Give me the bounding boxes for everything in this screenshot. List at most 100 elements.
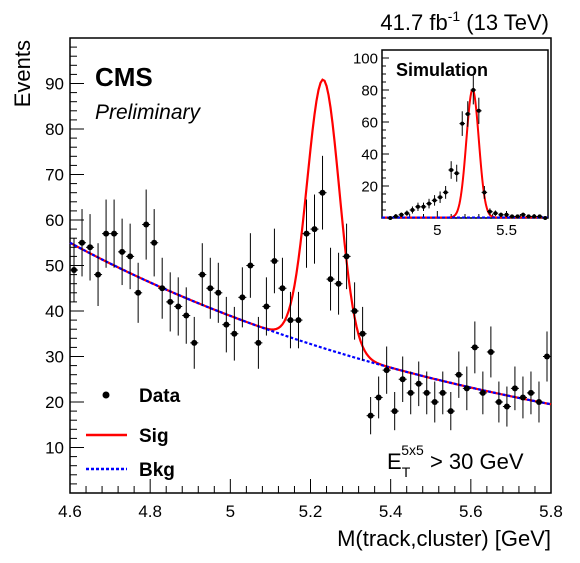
y-tick-label: 90 (45, 74, 64, 93)
data-point (404, 211, 409, 216)
data-point (410, 208, 415, 212)
y-tick-label: 60 (361, 114, 378, 131)
data-point (255, 339, 262, 346)
data-point (487, 348, 494, 355)
inset-simulation-label: Simulation (396, 60, 488, 80)
y-tick-label: 70 (45, 165, 64, 184)
data-point (279, 285, 286, 292)
data-point (479, 389, 486, 396)
x-tick-label: 5 (226, 502, 235, 521)
data-point (504, 212, 509, 217)
y-tick-label: 50 (45, 256, 64, 275)
data-point (543, 353, 550, 360)
data-point (183, 312, 190, 319)
data-point (175, 303, 182, 310)
data-point (399, 376, 406, 383)
data-point (167, 298, 174, 305)
data-point (393, 214, 398, 219)
data-point (87, 244, 94, 251)
data-point (526, 214, 531, 219)
legend-bkg-label: Bkg (139, 460, 175, 481)
data-point (239, 294, 246, 301)
data-point (95, 271, 102, 278)
data-point (465, 112, 470, 116)
data-point (359, 330, 366, 337)
data-point (532, 214, 537, 219)
x-tick-label: 5.4 (379, 502, 403, 521)
data-point (432, 198, 437, 203)
cms-label: CMS (95, 62, 153, 92)
data-point (263, 303, 270, 310)
data-point (527, 389, 534, 396)
y-tick-label: 20 (361, 178, 378, 195)
luminosity-label: 41.7 fb-1 (13 TeV) (380, 8, 549, 35)
data-point (431, 399, 438, 405)
data-point (510, 214, 515, 219)
data-point (455, 371, 462, 378)
data-point (537, 214, 542, 219)
y-tick-label: 60 (45, 211, 64, 230)
data-point (391, 408, 398, 415)
data-point (375, 394, 382, 401)
data-point (271, 257, 278, 264)
data-point (303, 230, 310, 237)
data-point (351, 308, 358, 314)
data-point (427, 201, 432, 206)
data-point (388, 216, 393, 220)
data-point (511, 385, 518, 392)
data-point (439, 389, 446, 396)
data-point (421, 204, 426, 209)
inset-background (382, 50, 548, 233)
data-point (111, 230, 118, 237)
data-point (207, 285, 214, 292)
preliminary-label: Preliminary (95, 101, 202, 124)
legend-sig-label: Sig (139, 426, 169, 447)
data-point (223, 321, 230, 328)
data-point (247, 262, 254, 269)
data-point (287, 317, 294, 324)
data-point (454, 171, 459, 176)
data-point (151, 239, 158, 246)
data-point (295, 317, 302, 324)
data-point (311, 226, 318, 233)
data-point (71, 267, 78, 274)
data-point (191, 339, 198, 346)
x-tick-label: 5.5 (496, 222, 517, 239)
x-tick-label: 5.8 (539, 502, 563, 521)
data-point (438, 195, 443, 200)
y-tick-label: 80 (45, 120, 64, 139)
x-tick-label: 4.6 (58, 502, 82, 521)
data-point (343, 253, 350, 260)
x-tick-label: 5.6 (459, 502, 483, 521)
data-point (415, 380, 422, 387)
data-point (135, 289, 142, 296)
cut-label: ET5x5 > 30 GeV (387, 442, 524, 480)
y-tick-label: 20 (45, 393, 64, 412)
data-point (119, 248, 126, 255)
data-point (79, 239, 86, 246)
data-point (443, 190, 448, 195)
data-point (319, 189, 326, 196)
data-point (493, 211, 498, 216)
data-point (449, 168, 454, 172)
data-point (423, 389, 430, 396)
data-point (159, 285, 166, 292)
data-point (515, 214, 520, 219)
data-point (447, 408, 454, 415)
y-tick-label: 100 (353, 50, 378, 67)
y-tick-label: 10 (45, 438, 64, 457)
y-tick-label: 30 (45, 347, 64, 366)
data-point (383, 367, 390, 374)
data-point (463, 385, 470, 392)
data-point (407, 389, 414, 396)
data-point (335, 280, 342, 287)
data-point (143, 221, 150, 228)
data-point (367, 412, 374, 419)
data-point (231, 330, 238, 337)
legend-data-label: Data (139, 386, 181, 407)
legend-data-marker (102, 391, 110, 399)
data-point (498, 212, 503, 217)
data-point (127, 253, 134, 260)
data-point (103, 230, 110, 237)
